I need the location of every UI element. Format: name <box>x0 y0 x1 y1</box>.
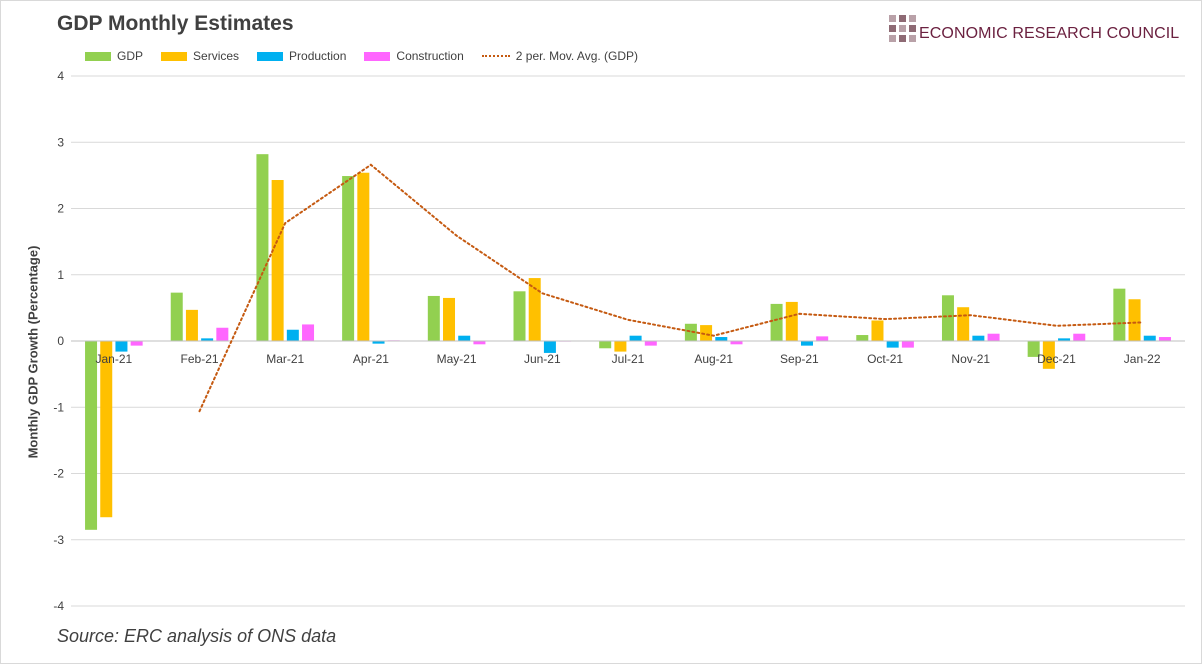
bar-production-apr-21 <box>372 341 385 344</box>
x-tick-label: Aug-21 <box>694 352 733 366</box>
x-tick-label: Jan-22 <box>1124 352 1161 366</box>
y-tick-label: -4 <box>53 599 64 613</box>
y-tick-label: -3 <box>53 533 64 547</box>
bar-production-sep-21 <box>800 341 813 346</box>
bar-gdp-may-21 <box>427 295 440 341</box>
bar-services-jun-21 <box>528 278 541 341</box>
legend-label-construction: Construction <box>396 49 464 63</box>
bar-services-nov-21 <box>957 307 970 341</box>
x-tick-label: May-21 <box>437 352 477 366</box>
x-tick-label: Dec-21 <box>1037 352 1076 366</box>
x-tick-label: Jun-21 <box>524 352 561 366</box>
bar-production-aug-21 <box>715 337 728 341</box>
bar-construction-dec-21 <box>1073 333 1086 341</box>
moving-average-line <box>198 163 1144 413</box>
bar-production-jan-22 <box>1143 335 1156 341</box>
bar-production-mar-21 <box>286 329 299 341</box>
bar-services-dec-21 <box>1042 341 1055 369</box>
bar-services-apr-21 <box>357 172 370 341</box>
x-tick-label: Feb-21 <box>181 352 219 366</box>
x-tick-label: Mar-21 <box>266 352 304 366</box>
bar-services-jan-22 <box>1128 299 1141 341</box>
bar-production-jan-21 <box>115 341 128 352</box>
x-tick-label: Sep-21 <box>780 352 819 366</box>
legend-label-services: Services <box>193 49 240 63</box>
legend-label-production: Production <box>289 49 347 63</box>
logo-text: ECONOMIC RESEARCH COUNCIL <box>919 25 1180 42</box>
x-tick-label: Apr-21 <box>353 352 389 366</box>
bar-services-may-21 <box>443 297 456 341</box>
chart-legend: GDP Services Production Construction 2 p… <box>85 49 656 63</box>
bar-gdp-apr-21 <box>342 176 355 341</box>
bar-construction-jan-22 <box>1158 337 1171 341</box>
bar-gdp-nov-21 <box>941 295 954 341</box>
bar-services-sep-21 <box>785 301 798 341</box>
bar-gdp-sep-21 <box>770 303 783 341</box>
bar-services-jul-21 <box>614 341 627 352</box>
bar-gdp-jan-22 <box>1113 288 1126 341</box>
bar-gdp-oct-21 <box>856 335 869 341</box>
legend-swatch-construction <box>364 51 391 61</box>
y-tick-label: 1 <box>57 268 64 282</box>
y-tick-label: -1 <box>53 400 64 414</box>
legend-item-moving-average: 2 per. Mov. Avg. (GDP) <box>481 49 639 63</box>
x-tick-label: Jan-21 <box>95 352 132 366</box>
x-tick-label: Jul-21 <box>612 352 645 366</box>
y-tick-label: 4 <box>57 69 64 83</box>
legend-swatch-gdp <box>85 51 111 61</box>
legend-label-moving-average: 2 per. Mov. Avg. (GDP) <box>515 49 639 63</box>
bar-gdp-jul-21 <box>599 341 612 349</box>
y-tick-label: 2 <box>57 202 64 216</box>
bar-construction-feb-21 <box>216 327 229 341</box>
bar-production-jul-21 <box>629 335 642 341</box>
bar-services-mar-21 <box>271 180 284 341</box>
bar-construction-jul-21 <box>644 341 657 346</box>
bar-gdp-jan-21 <box>85 341 98 530</box>
logo-squares-icon <box>889 15 916 42</box>
bar-services-feb-21 <box>185 309 198 341</box>
bar-production-may-21 <box>458 335 471 341</box>
legend-swatch-production <box>257 51 284 61</box>
bar-production-dec-21 <box>1058 338 1071 341</box>
bar-construction-aug-21 <box>730 341 743 345</box>
bar-construction-mar-21 <box>302 324 315 341</box>
bar-gdp-aug-21 <box>684 323 697 341</box>
source-note: Source: ERC analysis of ONS data <box>57 626 337 646</box>
bar-construction-sep-21 <box>816 336 829 341</box>
legend-label-gdp: GDP <box>117 49 144 63</box>
erc-logo: ECONOMIC RESEARCH COUNCIL <box>889 15 1189 55</box>
bar-services-aug-21 <box>700 325 713 341</box>
bar-production-oct-21 <box>886 341 899 348</box>
legend-item-gdp: GDP <box>85 49 143 63</box>
bar-services-oct-21 <box>871 320 884 341</box>
bar-construction-may-21 <box>473 341 486 345</box>
legend-item-services: Services <box>161 49 239 63</box>
legend-item-construction: Construction <box>364 49 464 63</box>
bar-construction-nov-21 <box>987 333 1000 341</box>
y-tick-label: -2 <box>53 467 64 481</box>
bar-production-nov-21 <box>972 335 985 341</box>
bar-gdp-dec-21 <box>1027 341 1040 357</box>
legend-item-production: Production <box>257 49 346 63</box>
legend-swatch-services <box>161 51 188 61</box>
legend-swatch-moving-average <box>481 55 510 57</box>
y-tick-label: 3 <box>57 135 64 149</box>
bar-construction-jan-21 <box>130 341 143 346</box>
x-tick-label: Oct-21 <box>867 352 903 366</box>
bar-construction-oct-21 <box>901 341 914 348</box>
bar-production-feb-21 <box>201 338 214 341</box>
bar-gdp-mar-21 <box>256 154 269 341</box>
x-tick-label: Nov-21 <box>951 352 990 366</box>
bar-services-jan-21 <box>100 341 113 518</box>
bar-gdp-feb-21 <box>170 292 183 341</box>
bar-gdp-jun-21 <box>513 291 526 341</box>
chart-title: GDP Monthly Estimates <box>57 12 294 35</box>
bar-production-jun-21 <box>543 341 556 353</box>
y-tick-label: 0 <box>57 334 64 348</box>
